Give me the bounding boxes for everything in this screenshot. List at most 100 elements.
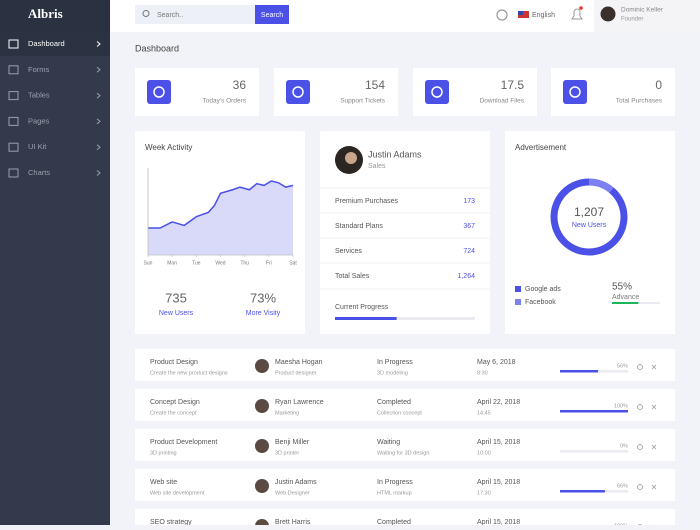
stat-label: Today's Orders: [202, 98, 246, 105]
profile-row-label: Standard Plans: [335, 223, 383, 230]
stat-icon: [425, 80, 449, 104]
search-box[interactable]: [135, 5, 255, 24]
menu-item: UI Kit: [28, 142, 47, 151]
chevron: [96, 144, 101, 151]
refresh-icon[interactable]: [637, 444, 643, 450]
status-note: HTML markup: [377, 490, 412, 496]
donut-label: New Users: [572, 222, 607, 229]
project-date: April 22, 2018: [477, 399, 520, 406]
x-tick-label: Wed: [215, 260, 225, 266]
stat-label: Support Tickets: [340, 98, 386, 105]
menu-icon: [8, 39, 19, 49]
activity-area: [148, 181, 293, 255]
advance-label: Advance: [612, 294, 639, 301]
profile-row-label: Total Sales: [335, 273, 370, 280]
x-tick-label: Thu: [240, 260, 249, 266]
activity-stat-label: More Visity: [246, 310, 281, 317]
chevron: [96, 170, 101, 176]
project-row: [135, 389, 675, 421]
menu-icon: [8, 168, 19, 178]
legend-label: Google ads: [525, 286, 561, 293]
project-status: Completed: [377, 399, 411, 406]
stat-value: 0: [655, 78, 662, 92]
refresh-icon[interactable]: [637, 404, 643, 410]
project-subtitle: Create the new product designs: [150, 370, 228, 376]
progress-track: [335, 317, 475, 320]
project-status: Waiting: [377, 439, 400, 446]
stat-value: 36: [233, 78, 247, 92]
legend-swatch: [515, 286, 521, 292]
activity-line: [148, 180, 294, 229]
page-title: Dashboard: [135, 43, 179, 53]
search-icon: [142, 10, 150, 17]
row-progress-fill: [560, 410, 628, 413]
person-name: Justin Adams: [275, 479, 317, 486]
refresh-icon[interactable]: [637, 484, 643, 490]
stat-icon: [563, 80, 587, 104]
activity-stat-value: 735: [165, 290, 187, 305]
legend-swatch: [515, 299, 521, 305]
menu-item: Charts: [28, 168, 50, 177]
project-row: [135, 349, 675, 381]
brand-bar: [0, 0, 110, 32]
profile-row-label: Premium Purchases: [335, 198, 399, 205]
advance-value: 55%: [612, 282, 632, 293]
profile-role: Sales: [368, 163, 386, 170]
row-progress-fill: [560, 370, 599, 373]
profile-row-value: 367: [463, 223, 475, 230]
menu-icon: [8, 65, 19, 75]
person-avatar: [255, 479, 269, 493]
search-button[interactable]: [255, 5, 289, 24]
stat-glyph: [431, 86, 443, 98]
close-icon[interactable]: [651, 484, 657, 490]
panel: [505, 131, 675, 334]
profile-row-value: 724: [463, 248, 475, 255]
project-title: Concept Design: [150, 399, 200, 406]
person-role: Web Designer: [275, 490, 310, 496]
donut-value: 1,207: [574, 205, 604, 219]
profile-row-value: 173: [463, 198, 475, 205]
bell-icon[interactable]: [571, 8, 583, 20]
person-avatar: [255, 359, 269, 373]
status-note: Collection concept: [377, 410, 422, 416]
chevron: [96, 66, 101, 73]
close-icon[interactable]: [651, 404, 657, 410]
person-role: Product designer: [275, 370, 317, 376]
stat-glyph: [569, 86, 581, 98]
project-status: In Progress: [377, 359, 413, 366]
person-role: Marketing: [275, 410, 299, 416]
stat-label: Download Files: [480, 98, 525, 105]
search-button-label: Search: [261, 12, 283, 19]
person-name: Brett Harris: [275, 519, 311, 525]
person-avatar: [255, 439, 269, 453]
close-icon[interactable]: [651, 444, 657, 450]
person-name: Ryan Lawrence: [275, 399, 324, 406]
project-title: Product Design: [150, 359, 198, 366]
row-progress-fill: [560, 490, 605, 493]
status-note: Waiting for 3D design: [377, 450, 429, 456]
x-tick-label: Sun: [144, 260, 153, 266]
status-note: 3D modeling: [377, 370, 408, 376]
sidebar: [0, 0, 110, 525]
close-icon[interactable]: [651, 364, 657, 370]
menu-item: Dashboard: [28, 39, 65, 48]
project-subtitle: Create the concept: [150, 410, 197, 416]
project-date: April 15, 2018: [477, 519, 520, 525]
progress-percent: 0%: [620, 443, 628, 449]
search-placeholder: Search..: [157, 12, 183, 19]
refresh-icon[interactable]: [637, 364, 643, 370]
menu-item: Forms: [28, 65, 49, 74]
person-role: 3D printer: [275, 450, 299, 456]
project-status: Completed: [377, 519, 411, 525]
user-name: Dominic Keller: [621, 7, 664, 14]
project-title: Product Development: [150, 439, 217, 446]
settings-icon[interactable]: [496, 9, 508, 21]
panel-title: Week Activity: [145, 143, 192, 152]
x-tick-label: Fri: [266, 260, 272, 266]
x-tick-label: Mon: [167, 260, 177, 266]
project-date: May 6, 2018: [477, 359, 516, 366]
profile-row-label: Services: [335, 248, 362, 255]
x-tick-label: Sat: [289, 260, 297, 266]
menu-item: Tables: [28, 91, 50, 100]
